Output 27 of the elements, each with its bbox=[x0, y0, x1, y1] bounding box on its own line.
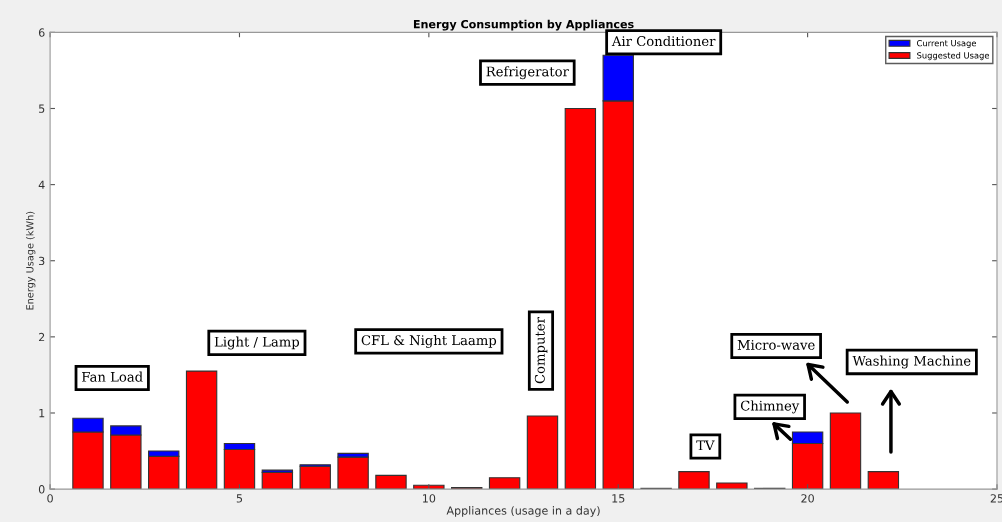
x-tick-label: 0 bbox=[47, 494, 53, 503]
annotation: Refrigerator bbox=[486, 66, 569, 80]
annotation: Chimney bbox=[740, 400, 800, 414]
legend-label: Suggested Usage bbox=[917, 52, 990, 61]
x-tick-label: 5 bbox=[236, 494, 243, 503]
annotation: Fan Load bbox=[82, 371, 143, 382]
annotation: Washing Machine bbox=[852, 355, 971, 369]
y-tick-label: 0 bbox=[38, 485, 45, 494]
y-tick-label: 6 bbox=[38, 28, 45, 37]
annotation: Computer bbox=[534, 317, 548, 384]
annotation: Air Conditioner bbox=[611, 35, 716, 47]
x-tick-label: 15 bbox=[612, 494, 625, 503]
legend-label: Current Usage bbox=[917, 40, 977, 48]
y-tick-label: 4 bbox=[38, 180, 45, 189]
x-axis-title: Appliances (usage in a day) bbox=[446, 506, 600, 517]
x-tick-label: 10 bbox=[423, 494, 436, 503]
chart-title: Energy Consumption by Appliances bbox=[413, 19, 634, 31]
annotation: TV bbox=[696, 440, 715, 451]
x-tick-label: 20 bbox=[801, 494, 814, 503]
annotation: Light / Lamp bbox=[214, 336, 300, 350]
annotation: Micro-wave bbox=[737, 339, 815, 350]
y-axis-title: Energy Usage (kWh) bbox=[25, 211, 36, 310]
y-tick-label: 5 bbox=[39, 104, 45, 113]
y-tick-label: 1 bbox=[39, 409, 45, 418]
y-tick-label: 2 bbox=[38, 332, 45, 342]
y-tick-label: 3 bbox=[39, 256, 45, 266]
annotation: CFL & Night Laamp bbox=[361, 334, 497, 348]
